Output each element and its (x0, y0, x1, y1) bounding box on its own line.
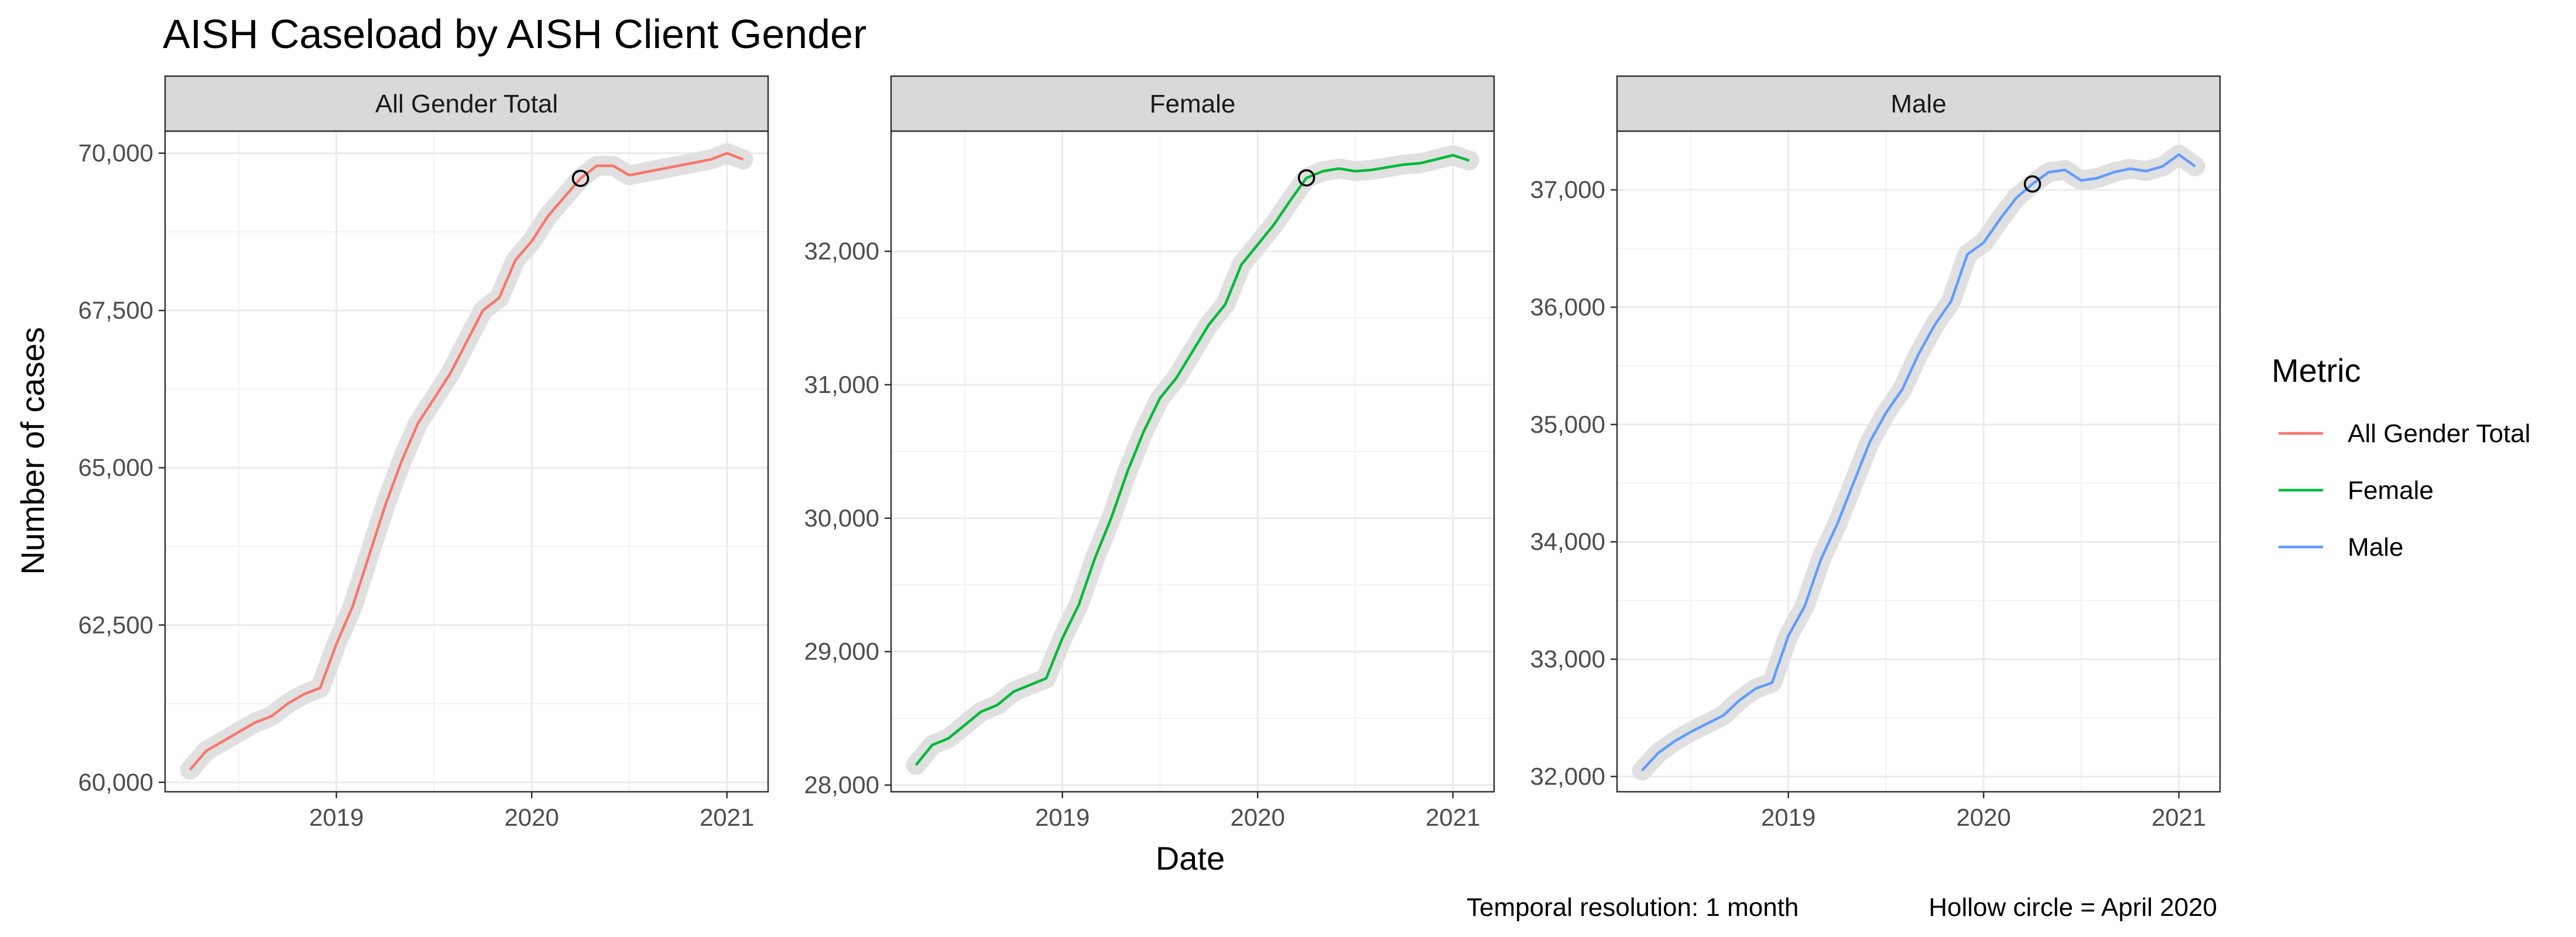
strip-label-male: Male (1890, 90, 1946, 118)
y-tick-label: 32,000 (804, 237, 879, 265)
legend-label-male: Male (2348, 533, 2403, 562)
series-line-female (914, 153, 1470, 766)
panel-bg-male (1617, 131, 2220, 792)
strip-label-all-gender-total: All Gender Total (375, 90, 558, 118)
y-tick-label: 30,000 (804, 504, 879, 532)
x-tick-label: 2019 (1035, 803, 1090, 831)
y-tick-label: 67,500 (78, 296, 153, 324)
x-tick-label: 2021 (700, 803, 754, 831)
x-tick-label: 2021 (1426, 803, 1480, 831)
x-tick-label: 2019 (309, 803, 364, 831)
y-tick-label: 35,000 (1530, 411, 1605, 438)
legend-label-all-gender-total: All Gender Total (2348, 419, 2530, 448)
facet-male: Male 32,000 33,000 34,000 35,000 36,000 37,000… (1530, 75, 2221, 831)
highlight-point-all-gender-total (571, 169, 590, 187)
y-axis-label: Number of cases (14, 327, 51, 574)
panel-border-male (1616, 130, 2221, 793)
series-line-all-gender-total (189, 152, 744, 771)
y-tick-label: 31,000 (804, 371, 879, 398)
chart-title: AISH Caseload by AISH Client Gender (163, 11, 866, 57)
caption-highlight: Hollow circle = April 2020 (1928, 893, 2217, 922)
x-tick-label: 2021 (2152, 803, 2206, 831)
panel-bg-female (891, 131, 1494, 792)
facet-panels: All Gender Total 60,000 62,500 65,000 67,500… (78, 75, 2221, 831)
y-tick-label: 37,000 (1530, 176, 1605, 203)
strip-label-female: Female (1150, 90, 1236, 118)
y-tick-label: 62,500 (78, 611, 153, 638)
highlight-point-male (2023, 175, 2041, 193)
strip-all-gender-total (164, 75, 769, 132)
legend-title: Metric (2272, 352, 2361, 389)
strip-male (1616, 75, 2221, 132)
y-tick-label: 32,000 (1530, 762, 1605, 790)
panel-border-all-gender-total (164, 130, 769, 793)
panel-bg-all-gender-total (165, 131, 768, 792)
y-tick-label: 34,000 (1530, 528, 1605, 555)
legend-label-female: Female (2348, 476, 2434, 505)
facet-female: Female 28,000 29,000 30,000 31,000 32,000 2019… (804, 75, 1495, 831)
caption-resolution: Temporal resolution: 1 month (1467, 893, 1799, 922)
x-axis-label: Date (1156, 840, 1225, 877)
legend: Metric All Gender Total Female Male (2272, 352, 2530, 562)
x-tick-label: 2020 (1956, 803, 2010, 831)
y-tick-label: 36,000 (1530, 293, 1605, 321)
series-line-male (1640, 153, 2196, 772)
x-tick-label: 2020 (504, 803, 559, 831)
y-tick-label: 65,000 (78, 454, 153, 481)
y-tick-label: 70,000 (78, 139, 153, 167)
highlight-point-female (1297, 169, 1316, 187)
x-tick-label: 2019 (1761, 803, 1815, 831)
y-tick-label: 29,000 (804, 638, 879, 665)
y-tick-label: 28,000 (804, 771, 879, 799)
strip-female (890, 75, 1495, 132)
y-tick-label: 60,000 (78, 768, 153, 796)
y-tick-label: 33,000 (1530, 645, 1605, 673)
facet-all-gender-total: All Gender Total 60,000 62,500 65,000 67,500… (78, 75, 769, 831)
panel-border-female (890, 130, 1495, 793)
x-tick-label: 2020 (1230, 803, 1284, 831)
